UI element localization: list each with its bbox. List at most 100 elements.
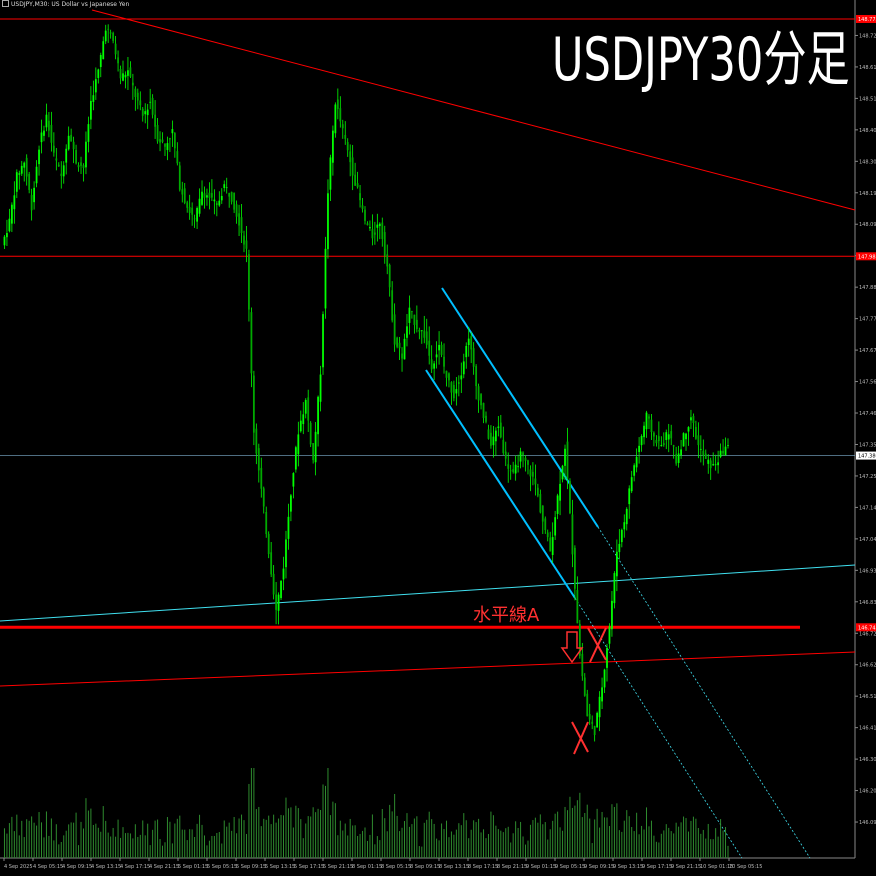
candle-body (240, 217, 243, 233)
candle-body (57, 164, 60, 167)
candle-body (23, 162, 26, 168)
candle-body (356, 183, 359, 188)
candle-body (141, 108, 144, 116)
candle-body (270, 552, 273, 575)
time-tick-label: 5 Sep 21:15 (323, 864, 353, 870)
time-tick-label: 4 Sep 13:15 (91, 864, 121, 870)
candle-body (455, 389, 458, 394)
candle-body (638, 445, 641, 453)
candle-body (18, 173, 21, 175)
candle-body (712, 464, 715, 466)
price-tick-label: 146.305 (859, 757, 876, 763)
candle-body (625, 508, 628, 525)
candle-body (620, 529, 623, 543)
candle-body (672, 445, 675, 447)
price-tick-label: 146.200 (859, 789, 876, 795)
candle-body (309, 422, 312, 445)
candle-body (413, 314, 416, 325)
candle-body (571, 514, 574, 555)
price-tick-label: 148.195 (859, 191, 876, 197)
candle-body (329, 157, 332, 190)
price-label-text: 147.983 (858, 254, 876, 260)
candle-body (122, 73, 124, 81)
candle-body (65, 148, 68, 163)
price-tick-label: 148.300 (859, 159, 876, 165)
candle-body (448, 373, 450, 381)
price-label-box (856, 252, 876, 261)
candle-body (307, 397, 310, 421)
price-tick-label: 147.460 (859, 411, 876, 417)
candle-body (107, 28, 110, 30)
channel-lower-line (425, 369, 576, 599)
candle-body (519, 451, 522, 462)
candle-body (615, 551, 618, 577)
candle-body (687, 427, 690, 432)
candle-body (277, 594, 280, 611)
candle-body (690, 417, 692, 421)
candle-body (682, 433, 685, 447)
candle-body (344, 134, 347, 139)
candle-body (714, 464, 717, 466)
down-arrow-icon (560, 631, 584, 664)
candle-body (245, 240, 248, 249)
candle-body (127, 70, 129, 76)
candle-body (154, 114, 157, 127)
candle-body (440, 344, 443, 355)
candle-body (445, 370, 448, 378)
candle-body (541, 505, 544, 522)
candle-body (302, 414, 305, 425)
candle-body (30, 194, 33, 211)
candle-body (230, 191, 233, 202)
candle-body (630, 477, 633, 492)
candle-body (112, 32, 115, 41)
candle-body (304, 399, 307, 414)
candle-body (196, 207, 198, 222)
candle-body (166, 143, 169, 151)
candle-body (645, 412, 648, 430)
candle-body (223, 184, 226, 188)
time-tick-label: 8 Sep 13:15 (439, 864, 469, 870)
price-label-text: 146.745 (858, 625, 876, 631)
candle-body (480, 394, 482, 406)
candle-body (398, 342, 401, 349)
window-icon (2, 0, 9, 7)
candle-body (492, 436, 495, 446)
candle-body (504, 451, 507, 459)
candle-body (203, 193, 206, 198)
candle-body (435, 354, 438, 358)
candle-body (386, 254, 389, 267)
candle-body (717, 462, 720, 466)
candle-body (144, 111, 147, 115)
candle-body (218, 200, 221, 206)
price-tick-label: 147.880 (859, 285, 876, 291)
channel-upper-extension (597, 526, 811, 859)
candle-body (628, 488, 631, 505)
candle-body (292, 473, 295, 487)
price-label-box (856, 623, 876, 632)
candle-body (581, 653, 584, 677)
candle-body (591, 721, 594, 724)
candle-body (129, 67, 132, 77)
candle-body (55, 158, 58, 161)
candle-body (297, 434, 300, 455)
price-tick-label: 148.615 (859, 65, 876, 71)
candle-body (391, 290, 394, 321)
time-tick-label: 9 Sep 05:15 (555, 864, 585, 870)
candle-body (114, 43, 117, 55)
candle-body (415, 319, 418, 329)
candle-body (149, 101, 152, 103)
candle-body (287, 516, 290, 539)
price-tick-label: 146.725 (859, 631, 876, 637)
candle-body (667, 434, 670, 440)
candle-body (635, 456, 638, 468)
candle-body (549, 537, 552, 552)
time-tick-label: 9 Sep 17:15 (642, 864, 672, 870)
candle-body (648, 416, 650, 419)
candle-body (341, 124, 344, 129)
candle-body (119, 68, 122, 79)
candle-body (80, 162, 82, 166)
candle-body (314, 431, 317, 463)
candle-body (8, 218, 11, 232)
candle-body (497, 426, 500, 428)
time-tick-label: 9 Sep 01:15 (526, 864, 556, 870)
